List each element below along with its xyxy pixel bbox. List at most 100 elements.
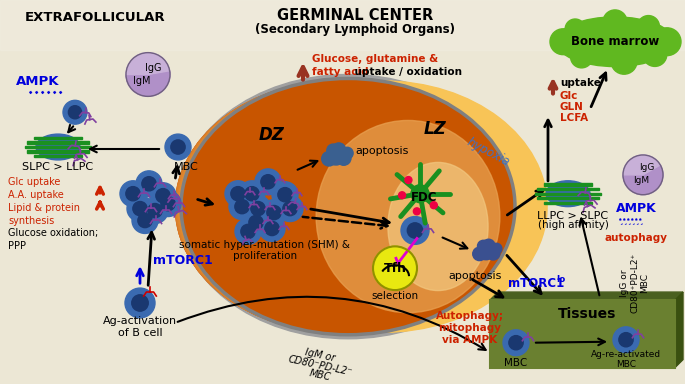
Text: selection: selection (371, 291, 419, 301)
Ellipse shape (177, 74, 519, 339)
Text: IgG: IgG (145, 63, 161, 73)
Text: Ag-activation
of B cell: Ag-activation of B cell (103, 316, 177, 338)
Ellipse shape (191, 81, 519, 332)
Ellipse shape (179, 81, 507, 332)
Circle shape (251, 202, 265, 216)
Circle shape (277, 196, 303, 222)
Text: LCFA: LCFA (560, 113, 588, 123)
Text: PPP: PPP (8, 242, 26, 252)
Circle shape (550, 29, 576, 55)
Ellipse shape (175, 81, 503, 332)
Text: A.A. uptake: A.A. uptake (8, 190, 64, 200)
Ellipse shape (177, 81, 504, 332)
Text: Tissues: Tissues (558, 307, 616, 321)
Circle shape (249, 215, 263, 230)
Circle shape (150, 183, 176, 209)
Text: lo: lo (556, 275, 565, 284)
Circle shape (142, 198, 168, 223)
Ellipse shape (197, 81, 525, 332)
Ellipse shape (181, 81, 508, 332)
Ellipse shape (175, 81, 503, 332)
Ellipse shape (316, 121, 500, 313)
Text: LZ: LZ (424, 120, 447, 138)
Bar (25, 146, 91, 148)
Text: Glc: Glc (560, 91, 578, 101)
Circle shape (229, 194, 255, 220)
Circle shape (155, 191, 181, 217)
Text: CD80⁻PD-L2⁻: CD80⁻PD-L2⁻ (287, 354, 353, 377)
Text: synthesis: synthesis (8, 215, 54, 225)
Text: GLN: GLN (560, 102, 584, 112)
Bar (0, 0, 685, 50)
Ellipse shape (220, 81, 547, 332)
Circle shape (63, 100, 87, 124)
Bar (535, 192, 601, 195)
Polygon shape (490, 292, 683, 300)
Circle shape (156, 189, 170, 203)
Ellipse shape (203, 81, 531, 332)
Text: AMPK: AMPK (616, 202, 656, 215)
Ellipse shape (184, 81, 512, 332)
Circle shape (267, 205, 281, 220)
Bar (34, 137, 82, 139)
Circle shape (611, 48, 637, 74)
Text: Glucose, glutamine &: Glucose, glutamine & (312, 54, 438, 64)
Circle shape (126, 187, 140, 201)
Circle shape (399, 192, 406, 199)
Ellipse shape (546, 181, 590, 207)
Ellipse shape (175, 81, 503, 332)
Circle shape (571, 46, 593, 68)
Text: MBC: MBC (308, 368, 332, 383)
Bar (545, 184, 592, 186)
Text: Ag-re-activated
MBC: Ag-re-activated MBC (591, 350, 661, 369)
Circle shape (643, 43, 667, 66)
Circle shape (161, 197, 175, 211)
Ellipse shape (177, 81, 504, 332)
Circle shape (132, 295, 148, 311)
Circle shape (171, 140, 185, 154)
Bar (490, 300, 675, 367)
Ellipse shape (388, 162, 488, 291)
Text: Tfh: Tfh (384, 262, 406, 275)
Text: apoptosis: apoptosis (448, 271, 501, 281)
Circle shape (411, 185, 429, 203)
Ellipse shape (200, 81, 527, 332)
Text: IgM: IgM (134, 76, 151, 86)
Circle shape (136, 171, 162, 197)
Circle shape (477, 243, 495, 260)
Ellipse shape (181, 81, 508, 332)
Circle shape (603, 10, 627, 34)
Circle shape (509, 336, 523, 350)
Circle shape (241, 224, 255, 238)
Ellipse shape (181, 78, 515, 335)
Circle shape (327, 144, 340, 157)
Wedge shape (623, 165, 663, 195)
Ellipse shape (186, 81, 514, 332)
Ellipse shape (212, 81, 538, 332)
Text: Glucose oxidation;: Glucose oxidation; (8, 228, 98, 238)
Text: fatty acid: fatty acid (312, 66, 369, 76)
Circle shape (653, 28, 681, 56)
Circle shape (125, 288, 155, 318)
Ellipse shape (176, 81, 503, 332)
Bar (27, 151, 89, 153)
Text: Glc uptake: Glc uptake (8, 177, 60, 187)
Ellipse shape (178, 81, 506, 332)
Text: mTORC1: mTORC1 (508, 276, 564, 290)
Circle shape (413, 208, 421, 215)
Circle shape (243, 210, 269, 235)
Bar (34, 155, 82, 157)
Bar (545, 202, 592, 204)
Ellipse shape (182, 81, 510, 332)
Ellipse shape (556, 17, 674, 66)
Text: hypoxia: hypoxia (464, 135, 512, 169)
Text: Bone marrow: Bone marrow (571, 35, 659, 48)
Ellipse shape (208, 81, 535, 332)
Text: MBC: MBC (640, 273, 649, 293)
Circle shape (486, 247, 500, 260)
Circle shape (261, 200, 287, 225)
Text: MBC: MBC (173, 162, 199, 172)
Circle shape (245, 196, 271, 222)
Text: apoptosis: apoptosis (355, 146, 408, 156)
Polygon shape (675, 292, 683, 367)
